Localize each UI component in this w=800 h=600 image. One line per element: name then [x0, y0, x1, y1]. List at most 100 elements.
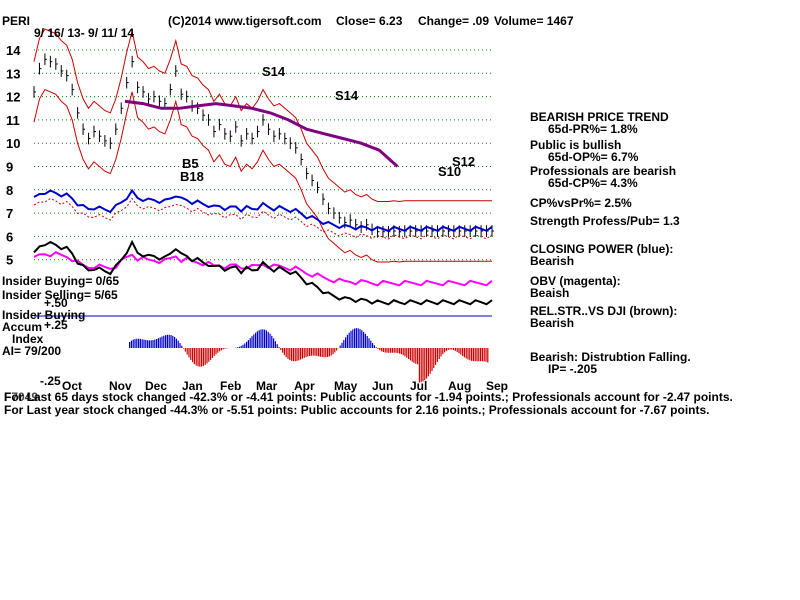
- accum-bar: [166, 334, 168, 348]
- accum-bar: [438, 348, 440, 360]
- ip-value: IP= -.205: [548, 362, 598, 376]
- accum-bar: [296, 348, 298, 361]
- y-tick-label: 7: [6, 206, 13, 221]
- accum-bar: [201, 348, 203, 367]
- accum-bar: [217, 348, 219, 353]
- accum-bar: [478, 348, 480, 362]
- volume-value: Volume= 1467: [494, 14, 574, 28]
- accum-bar: [260, 329, 262, 348]
- accum-bar: [129, 342, 131, 348]
- accum-bar: [285, 348, 287, 358]
- accum-bar: [435, 348, 437, 365]
- accum-bar: [350, 330, 352, 348]
- insider-buying-title: Insider Buying: [2, 308, 86, 322]
- accum-bar: [183, 348, 185, 349]
- cpvspr-value: CP%vsPr%= 2.5%: [530, 196, 632, 210]
- accum-bar: [244, 343, 246, 348]
- accum-bar: [447, 348, 449, 351]
- accum-bar: [138, 338, 140, 348]
- accum-bar: [458, 348, 460, 354]
- rel-str-title: REL.STR..VS DJI (brown):: [530, 304, 678, 318]
- accum-bar: [301, 348, 303, 359]
- accum-bar: [406, 348, 408, 358]
- accum-bar: [305, 348, 307, 358]
- accum-bar: [379, 348, 381, 351]
- accum-bar: [213, 348, 215, 357]
- y-tick-label: 9: [6, 160, 13, 175]
- y-tick-label: 8: [6, 183, 13, 198]
- accum-bar: [184, 348, 186, 352]
- accum-bar: [219, 348, 221, 352]
- accum-bar: [384, 348, 386, 353]
- accum-bar: [310, 348, 312, 356]
- x-tick-label: Feb: [220, 379, 241, 393]
- y-tick-label: 14: [6, 43, 21, 58]
- accum-bar: [314, 348, 316, 356]
- accum-bar: [341, 342, 343, 348]
- footer-65-days: For Last 65 days stock changed -42.3% or…: [4, 390, 733, 404]
- accum-bar: [357, 328, 359, 348]
- pr-value: 65d-PR%= 1.8%: [548, 122, 638, 136]
- accum-bar: [460, 348, 462, 355]
- accum-bar: [156, 338, 158, 348]
- accum-bar: [309, 348, 311, 356]
- x-tick-label: Jan: [182, 379, 203, 393]
- footer-overlap-label: F7049: [4, 390, 39, 404]
- accum-bar: [188, 348, 190, 358]
- accum-bar: [143, 339, 145, 348]
- y-tick-label: 12: [6, 90, 20, 105]
- ticker-label: PERI: [2, 14, 31, 28]
- accum-bar: [316, 348, 318, 356]
- accum-bar: [440, 348, 442, 357]
- accum-top-label: +.50: [44, 296, 68, 310]
- x-tick-label: Apr: [294, 379, 315, 393]
- accum-bar: [474, 348, 476, 362]
- accum-bar: [355, 328, 357, 348]
- accum-bar: [361, 330, 363, 348]
- strength-value: Strength Profess/Pub= 1.3: [530, 214, 680, 228]
- accum-bar: [238, 346, 240, 348]
- accum-bar: [346, 334, 348, 348]
- accum-bar: [255, 332, 257, 348]
- accum-bar: [319, 348, 321, 357]
- accum-bar: [251, 336, 253, 348]
- accum-bar: [485, 348, 487, 362]
- accum-bar: [206, 348, 208, 364]
- accum-bar: [237, 347, 239, 348]
- accum-bar: [391, 348, 393, 353]
- accum-bar: [240, 345, 242, 348]
- trend-title: BEARISH PRICE TREND: [530, 110, 669, 124]
- ai-value: AI= 79/200: [2, 344, 62, 358]
- accum-bar: [399, 348, 401, 354]
- accum-bar: [204, 348, 206, 365]
- accum-bar: [481, 348, 483, 362]
- footer-last-year: For Last year stock changed -44.3% or -5…: [4, 403, 710, 417]
- accum-bar: [382, 348, 384, 353]
- accum-bar: [318, 348, 320, 357]
- accum-bar: [400, 348, 402, 355]
- accum-bar: [247, 340, 249, 348]
- distribution-status: Bearish: Distrubtion Falling.: [530, 350, 691, 364]
- accum-bar: [211, 348, 213, 359]
- accum-bar: [463, 348, 465, 358]
- accum-bar: [480, 348, 482, 362]
- accum-bar: [249, 338, 251, 348]
- accum-bar: [148, 340, 150, 348]
- accum-bar: [280, 348, 282, 351]
- accum-bar: [334, 348, 336, 353]
- accum-bar: [283, 348, 285, 356]
- accum-bar: [276, 344, 278, 348]
- accum-bar: [291, 348, 293, 361]
- lower-band: [33, 88, 492, 263]
- accum-bar: [210, 348, 212, 360]
- accum-bar: [427, 348, 429, 377]
- accum-bar: [395, 348, 397, 353]
- accum-bar: [224, 348, 226, 349]
- accum-bar: [363, 331, 365, 348]
- accum-bar: [336, 348, 338, 351]
- accum-bar: [150, 340, 152, 348]
- signal-label: B18: [180, 169, 204, 184]
- accum-bar: [168, 334, 170, 348]
- closing-power-title: CLOSING POWER (blue):: [530, 242, 674, 256]
- accum-bar: [429, 348, 431, 374]
